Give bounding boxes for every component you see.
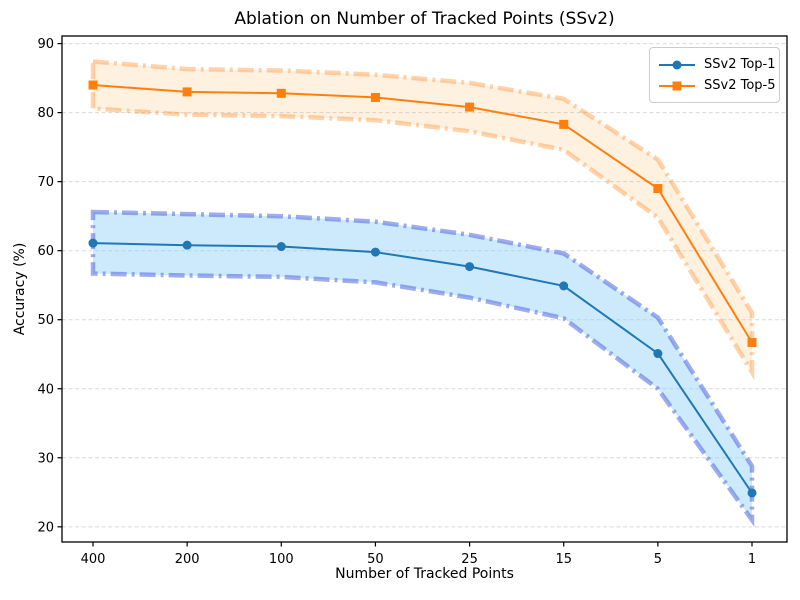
data-point-1 bbox=[370, 92, 380, 102]
legend-marker-top1-icon bbox=[659, 60, 695, 69]
axes-frame bbox=[61, 35, 788, 543]
data-point-1 bbox=[653, 184, 663, 194]
data-point-1 bbox=[747, 337, 757, 347]
data-point-0 bbox=[88, 238, 98, 248]
y-tick-label: 20 bbox=[37, 520, 54, 535]
y-tick-label: 40 bbox=[37, 382, 54, 397]
band-fill-1 bbox=[93, 61, 752, 373]
legend-item-top5: SSv2 Top-5 bbox=[658, 75, 776, 96]
x-tick-label: 400 bbox=[81, 552, 106, 567]
data-point-0 bbox=[559, 281, 569, 291]
series-line-0 bbox=[92, 242, 753, 494]
y-tick-label: 70 bbox=[37, 175, 54, 190]
data-point-1 bbox=[276, 88, 286, 98]
x-tick-label: 50 bbox=[367, 552, 384, 567]
data-point-1 bbox=[88, 80, 98, 90]
band-edge-1 bbox=[90, 59, 755, 381]
legend-label-top5: SSv2 Top-5 bbox=[704, 77, 776, 93]
legend-item-top1: SSv2 Top-1 bbox=[658, 54, 776, 75]
x-tick-label: 5 bbox=[654, 552, 662, 567]
band-edge-0 bbox=[90, 209, 755, 527]
x-axis-label: Number of Tracked Points bbox=[335, 566, 514, 582]
data-point-0 bbox=[465, 262, 475, 272]
x-tick-label: 200 bbox=[175, 552, 200, 567]
legend-marker-top5-icon bbox=[659, 81, 695, 90]
x-tick-label: 100 bbox=[269, 552, 294, 567]
data-point-0 bbox=[370, 247, 380, 257]
data-point-0 bbox=[653, 349, 663, 359]
y-tick-label: 30 bbox=[37, 451, 54, 466]
data-point-0 bbox=[747, 488, 757, 498]
y-axis-label: Accuracy (%) bbox=[12, 242, 28, 336]
data-point-0 bbox=[276, 242, 286, 252]
y-tick-label: 90 bbox=[37, 37, 54, 52]
legend: SSv2 Top-1 SSv2 Top-5 bbox=[649, 47, 780, 103]
data-point-1 bbox=[182, 87, 192, 97]
x-tick-label: 25 bbox=[461, 552, 478, 567]
legend-label-top1: SSv2 Top-1 bbox=[704, 56, 776, 72]
data-point-1 bbox=[559, 119, 569, 129]
data-point-0 bbox=[182, 240, 192, 250]
series-line-1 bbox=[92, 84, 753, 344]
data-point-1 bbox=[465, 102, 475, 112]
chart-title: Ablation on Number of Tracked Points (SS… bbox=[234, 9, 615, 29]
band-fill-0 bbox=[93, 212, 752, 520]
y-tick-label: 80 bbox=[37, 106, 54, 121]
y-tick-label: 50 bbox=[37, 313, 54, 328]
x-tick-label: 15 bbox=[555, 552, 572, 567]
x-tick-label: 1 bbox=[748, 552, 756, 567]
y-tick-label: 60 bbox=[37, 244, 54, 259]
